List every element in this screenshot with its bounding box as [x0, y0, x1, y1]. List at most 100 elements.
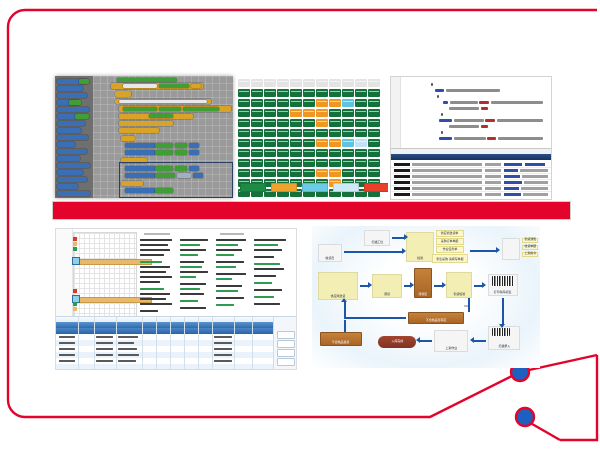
matrix-cell-green[interactable]	[342, 109, 354, 117]
matrix-cell-green[interactable]	[264, 129, 276, 137]
matrix-cell-green[interactable]	[342, 129, 354, 137]
matrix-cell-green[interactable]	[368, 139, 380, 147]
matrix-cell-green[interactable]	[264, 169, 276, 177]
matrix-cell-orange[interactable]	[303, 109, 315, 117]
flow-node-erp-system[interactable]	[502, 238, 520, 260]
matrix-cell-green[interactable]	[329, 159, 341, 167]
matrix-cell-green[interactable]	[251, 129, 263, 137]
matrix-cell-green[interactable]	[238, 109, 250, 117]
matrix-cell-green[interactable]	[329, 129, 341, 137]
matrix-cell-green[interactable]	[316, 89, 328, 97]
matrix-cell-orange[interactable]	[329, 169, 341, 177]
matrix-cell-green[interactable]	[355, 99, 367, 107]
matrix-cell-green[interactable]	[277, 89, 289, 97]
matrix-cell-green[interactable]	[238, 99, 250, 107]
gantt-node-start[interactable]	[72, 257, 80, 265]
matrix-cell-green[interactable]	[251, 89, 263, 97]
matrix-cell-green[interactable]	[342, 169, 354, 177]
matrix-cell-green[interactable]	[264, 189, 276, 197]
grid-header-row[interactable]	[56, 322, 296, 328]
flow-node-receiving-clerk[interactable]: 收货员	[318, 244, 342, 262]
matrix-cell-green[interactable]	[277, 129, 289, 137]
matrix-cell-green[interactable]	[290, 139, 302, 147]
flow-node-reject-return[interactable]: 不合格品退货	[320, 332, 362, 346]
matrix-cell-green[interactable]	[290, 129, 302, 137]
matrix-cell-head[interactable]	[368, 79, 380, 87]
matrix-cell-green[interactable]	[277, 139, 289, 147]
matrix-cell-green[interactable]	[251, 119, 263, 127]
table-row[interactable]	[56, 334, 296, 340]
matrix-cell-green[interactable]	[355, 179, 367, 187]
table-row[interactable]	[56, 352, 296, 358]
flow-node-inbound-done[interactable]: 入库完成	[378, 336, 416, 348]
matrix-cell-green[interactable]	[238, 149, 250, 157]
matrix-cell-green[interactable]	[368, 159, 380, 167]
table-row[interactable]	[56, 346, 296, 352]
matrix-cell-green[interactable]	[238, 129, 250, 137]
matrix-cell-green[interactable]	[355, 159, 367, 167]
matrix-cell-green[interactable]	[290, 169, 302, 177]
matrix-cell-green[interactable]	[368, 169, 380, 177]
matrix-cell-green[interactable]	[251, 169, 263, 177]
matrix-cell-green[interactable]	[290, 159, 302, 167]
flow-note-purchase-order[interactable]: 采购订单单据	[436, 238, 464, 245]
matrix-cell-green[interactable]	[355, 189, 367, 197]
matrix-cell-green[interactable]	[264, 119, 276, 127]
matrix-cell-green[interactable]	[264, 89, 276, 97]
flow-node-quality-check[interactable]: 到货检验	[446, 272, 472, 298]
flow-node-inspection-desk[interactable]: 检验	[406, 232, 434, 262]
matrix-cell-green[interactable]	[264, 179, 276, 187]
flow-node-supplier-delivery[interactable]: 供应商送货	[318, 272, 358, 300]
matrix-cell-green[interactable]	[251, 159, 263, 167]
matrix-cell-head[interactable]	[342, 79, 354, 87]
matrix-cell-green[interactable]	[355, 149, 367, 157]
matrix-cell-green[interactable]	[290, 119, 302, 127]
matrix-cell-head[interactable]	[238, 79, 250, 87]
flow-note-task-order[interactable]: 作业任务单	[436, 246, 464, 253]
matrix-cell-head[interactable]	[329, 79, 341, 87]
matrix-cell-green[interactable]	[251, 109, 263, 117]
matrix-cell-green[interactable]	[329, 89, 341, 97]
matrix-cell-head[interactable]	[277, 79, 289, 87]
matrix-cell-head[interactable]	[303, 79, 315, 87]
flow-note-putaway-order[interactable]: 上架指令	[522, 252, 538, 257]
matrix-cell-green[interactable]	[303, 89, 315, 97]
matrix-cell-green[interactable]	[303, 139, 315, 147]
matrix-cell-green[interactable]	[290, 99, 302, 107]
matrix-cell-green[interactable]	[342, 149, 354, 157]
matrix-cell-green[interactable]	[303, 99, 315, 107]
matrix-cell-orange[interactable]	[329, 99, 341, 107]
table-row[interactable]	[56, 358, 296, 364]
matrix-cell-green[interactable]	[251, 139, 263, 147]
matrix-cell-orange[interactable]	[316, 169, 328, 177]
matrix-cell-green[interactable]	[238, 139, 250, 147]
matrix-cell-green[interactable]	[368, 129, 380, 137]
erp-data-grid[interactable]	[56, 316, 296, 369]
matrix-cell-green[interactable]	[290, 149, 302, 157]
matrix-cell-green[interactable]	[316, 159, 328, 167]
matrix-cell-green[interactable]	[238, 169, 250, 177]
matrix-cell-cyan[interactable]	[342, 99, 354, 107]
matrix-cell-green[interactable]	[303, 119, 315, 127]
matrix-cell-green[interactable]	[303, 169, 315, 177]
matrix-cell-cyan[interactable]	[342, 139, 354, 147]
matrix-cell-green[interactable]	[355, 129, 367, 137]
matrix-cell-green[interactable]	[329, 149, 341, 157]
table-row[interactable]	[56, 340, 296, 346]
matrix-cell-orange[interactable]	[316, 99, 328, 107]
blocks-canvas[interactable]	[93, 76, 233, 198]
matrix-cell-green[interactable]	[368, 149, 380, 157]
matrix-cell-green[interactable]	[355, 109, 367, 117]
flow-note-urgent-purchase[interactable]: 紧急采购 请填写单据	[432, 254, 468, 263]
matrix-cell-orange[interactable]	[329, 139, 341, 147]
matrix-cell-green[interactable]	[277, 169, 289, 177]
grid-side-buttons[interactable]	[273, 317, 296, 369]
matrix-cell-green[interactable]	[355, 89, 367, 97]
matrix-cell-green[interactable]	[264, 149, 276, 157]
flow-node-inspection-area[interactable]: 待验区	[414, 268, 432, 298]
matrix-cell-green[interactable]	[251, 99, 263, 107]
flow-note-delivery-order[interactable]: 供应商送货单	[436, 230, 464, 237]
matrix-cell-green[interactable]	[368, 99, 380, 107]
matrix-cell-green[interactable]	[238, 89, 250, 97]
matrix-cell-green[interactable]	[277, 109, 289, 117]
